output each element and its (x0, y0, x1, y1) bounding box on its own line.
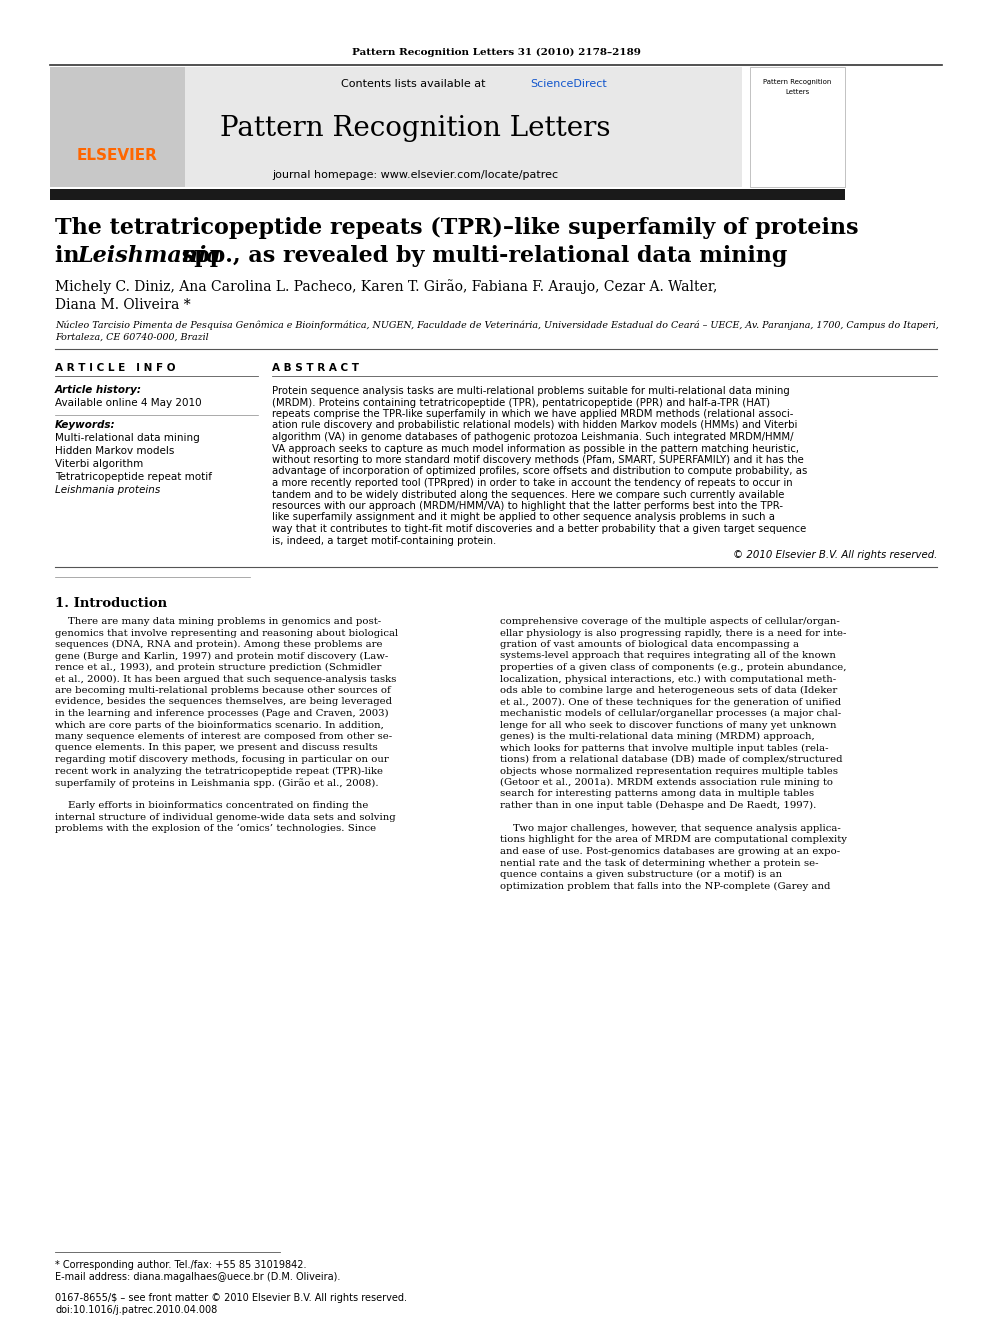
Text: genes) is the multi-relational data mining (MRDM) approach,: genes) is the multi-relational data mini… (500, 732, 814, 741)
Text: in the learning and inference processes (Page and Craven, 2003): in the learning and inference processes … (55, 709, 389, 718)
Text: Leishmania: Leishmania (78, 245, 222, 267)
Text: which looks for patterns that involve multiple input tables (rela-: which looks for patterns that involve mu… (500, 744, 828, 753)
Text: a more recently reported tool (TPRpred) in order to take in account the tendency: a more recently reported tool (TPRpred) … (272, 478, 793, 488)
FancyBboxPatch shape (50, 189, 845, 200)
Text: VA approach seeks to capture as much model information as possible in the patter: VA approach seeks to capture as much mod… (272, 443, 799, 454)
Text: ELSEVIER: ELSEVIER (76, 147, 158, 163)
Text: Diana M. Oliveira *: Diana M. Oliveira * (55, 298, 190, 312)
Text: journal homepage: www.elsevier.com/locate/patrec: journal homepage: www.elsevier.com/locat… (272, 169, 558, 180)
Text: nential rate and the task of determining whether a protein se-: nential rate and the task of determining… (500, 859, 818, 868)
Text: E-mail address: diana.magalhaes@uece.br (D.M. Oliveira).: E-mail address: diana.magalhaes@uece.br … (55, 1271, 340, 1282)
Text: A B S T R A C T: A B S T R A C T (272, 363, 359, 373)
Text: 1. Introduction: 1. Introduction (55, 597, 167, 610)
Text: tandem and to be widely distributed along the sequences. Here we compare such cu: tandem and to be widely distributed alon… (272, 490, 785, 500)
Text: tions highlight for the area of MRDM are computational complexity: tions highlight for the area of MRDM are… (500, 836, 847, 844)
Text: genomics that involve representing and reasoning about biological: genomics that involve representing and r… (55, 628, 398, 638)
Text: Contents lists available at: Contents lists available at (341, 79, 489, 89)
Text: Viterbi algorithm: Viterbi algorithm (55, 459, 143, 468)
Text: ScienceDirect: ScienceDirect (530, 79, 607, 89)
Text: Keywords:: Keywords: (55, 419, 116, 430)
Text: evidence, besides the sequences themselves, are being leveraged: evidence, besides the sequences themselv… (55, 697, 392, 706)
Text: and ease of use. Post-genomics databases are growing at an expo-: and ease of use. Post-genomics databases… (500, 847, 840, 856)
Text: Available online 4 May 2010: Available online 4 May 2010 (55, 398, 201, 407)
Text: Hidden Markov models: Hidden Markov models (55, 446, 175, 456)
Text: optimization problem that falls into the NP-complete (Garey and: optimization problem that falls into the… (500, 881, 830, 890)
Text: rather than in one input table (Dehaspe and De Raedt, 1997).: rather than in one input table (Dehaspe … (500, 800, 816, 810)
Text: ellar physiology is also progressing rapidly, there is a need for inte-: ellar physiology is also progressing rap… (500, 628, 846, 638)
Text: without resorting to more standard motif discovery methods (Pfam, SMART, SUPERFA: without resorting to more standard motif… (272, 455, 804, 464)
Text: objects whose normalized representation requires multiple tables: objects whose normalized representation … (500, 766, 838, 775)
Text: (MRDM). Proteins containing tetratricopeptide (TPR), pentatricopeptide (PPR) and: (MRDM). Proteins containing tetratricope… (272, 397, 770, 407)
Text: Article history:: Article history: (55, 385, 142, 396)
Text: is, indeed, a target motif-containing protein.: is, indeed, a target motif-containing pr… (272, 536, 496, 545)
Text: gene (Burge and Karlin, 1997) and protein motif discovery (Law-: gene (Burge and Karlin, 1997) and protei… (55, 651, 388, 660)
Text: Leishmania proteins: Leishmania proteins (55, 486, 161, 495)
Text: algorithm (VA) in genome databases of pathogenic protozoa Leishmania. Such integ: algorithm (VA) in genome databases of pa… (272, 433, 794, 442)
FancyBboxPatch shape (50, 67, 185, 187)
Text: in: in (55, 245, 87, 267)
Text: Two major challenges, however, that sequence analysis applica-: Two major challenges, however, that sequ… (500, 824, 841, 833)
Text: Pattern Recognition Letters: Pattern Recognition Letters (220, 115, 610, 142)
Text: ation rule discovery and probabilistic relational models) with hidden Markov mod: ation rule discovery and probabilistic r… (272, 421, 798, 430)
Text: quence contains a given substructure (or a motif) is an: quence contains a given substructure (or… (500, 871, 782, 878)
Text: Letters: Letters (785, 89, 809, 95)
Text: Pattern Recognition: Pattern Recognition (763, 79, 831, 85)
FancyBboxPatch shape (50, 67, 742, 187)
Text: recent work in analyzing the tetratricopeptide repeat (TPR)-like: recent work in analyzing the tetratricop… (55, 766, 383, 775)
Text: tions) from a relational database (DB) made of complex/structured: tions) from a relational database (DB) m… (500, 755, 842, 765)
Text: © 2010 Elsevier B.V. All rights reserved.: © 2010 Elsevier B.V. All rights reserved… (733, 550, 937, 560)
Text: There are many data mining problems in genomics and post-: There are many data mining problems in g… (55, 617, 381, 626)
Text: ods able to combine large and heterogeneous sets of data (Ideker: ods able to combine large and heterogene… (500, 687, 837, 695)
Text: search for interesting patterns among data in multiple tables: search for interesting patterns among da… (500, 790, 814, 799)
Text: internal structure of individual genome-wide data sets and solving: internal structure of individual genome-… (55, 812, 396, 822)
Text: repeats comprise the TPR-like superfamily in which we have applied MRDM methods : repeats comprise the TPR-like superfamil… (272, 409, 794, 419)
Text: systems-level approach that requires integrating all of the known: systems-level approach that requires int… (500, 651, 836, 660)
Text: like superfamily assignment and it might be applied to other sequence analysis p: like superfamily assignment and it might… (272, 512, 775, 523)
Text: superfamily of proteins in Leishmania spp. (Girão et al., 2008).: superfamily of proteins in Leishmania sp… (55, 778, 379, 787)
Text: (Getoor et al., 2001a). MRDM extends association rule mining to: (Getoor et al., 2001a). MRDM extends ass… (500, 778, 833, 787)
Text: gration of vast amounts of biological data encompassing a: gration of vast amounts of biological da… (500, 640, 799, 650)
Text: Protein sequence analysis tasks are multi-relational problems suitable for multi: Protein sequence analysis tasks are mult… (272, 386, 790, 396)
Text: localization, physical interactions, etc.) with computational meth-: localization, physical interactions, etc… (500, 675, 836, 684)
Text: resources with our approach (MRDM/HMM/VA) to highlight that the latter performs : resources with our approach (MRDM/HMM/VA… (272, 501, 783, 511)
Text: are becoming multi-relational problems because other sources of: are becoming multi-relational problems b… (55, 687, 391, 695)
Text: rence et al., 1993), and protein structure prediction (Schmidler: rence et al., 1993), and protein structu… (55, 663, 381, 672)
Text: comprehensive coverage of the multiple aspects of cellular/organ-: comprehensive coverage of the multiple a… (500, 617, 840, 626)
Text: The tetratricopeptide repeats (TPR)–like superfamily of proteins: The tetratricopeptide repeats (TPR)–like… (55, 217, 858, 239)
Text: * Corresponding author. Tel./fax: +55 85 31019842.: * Corresponding author. Tel./fax: +55 85… (55, 1259, 307, 1270)
Text: advantage of incorporation of optimized profiles, score offsets and distribution: advantage of incorporation of optimized … (272, 467, 807, 476)
Text: et al., 2000). It has been argued that such sequence-analysis tasks: et al., 2000). It has been argued that s… (55, 675, 397, 684)
Text: way that it contributes to tight-fit motif discoveries and a better probability : way that it contributes to tight-fit mot… (272, 524, 806, 534)
Text: Tetratricopeptide repeat motif: Tetratricopeptide repeat motif (55, 472, 212, 482)
Text: many sequence elements of interest are composed from other se-: many sequence elements of interest are c… (55, 732, 392, 741)
Text: Núcleo Tarcisio Pimenta de Pesquisa Genômica e Bioinformática, NUGEN, Faculdade : Núcleo Tarcisio Pimenta de Pesquisa Genô… (55, 320, 938, 329)
Text: properties of a given class of components (e.g., protein abundance,: properties of a given class of component… (500, 663, 846, 672)
Text: 0167-8655/$ – see front matter © 2010 Elsevier B.V. All rights reserved.: 0167-8655/$ – see front matter © 2010 El… (55, 1293, 407, 1303)
Text: et al., 2007). One of these techniques for the generation of unified: et al., 2007). One of these techniques f… (500, 697, 841, 706)
Text: spp., as revealed by multi-relational data mining: spp., as revealed by multi-relational da… (174, 245, 788, 267)
Text: Pattern Recognition Letters 31 (2010) 2178–2189: Pattern Recognition Letters 31 (2010) 21… (351, 48, 641, 57)
Text: A R T I C L E   I N F O: A R T I C L E I N F O (55, 363, 176, 373)
FancyBboxPatch shape (750, 67, 845, 187)
Text: regarding motif discovery methods, focusing in particular on our: regarding motif discovery methods, focus… (55, 755, 389, 763)
Text: sequences (DNA, RNA and protein). Among these problems are: sequences (DNA, RNA and protein). Among … (55, 640, 383, 650)
Text: doi:10.1016/j.patrec.2010.04.008: doi:10.1016/j.patrec.2010.04.008 (55, 1304, 217, 1315)
Text: Fortaleza, CE 60740-000, Brazil: Fortaleza, CE 60740-000, Brazil (55, 332, 208, 341)
Text: lenge for all who seek to discover functions of many yet unknown: lenge for all who seek to discover funct… (500, 721, 836, 729)
Text: Multi-relational data mining: Multi-relational data mining (55, 433, 199, 443)
Text: mechanistic models of cellular/organellar processes (a major chal-: mechanistic models of cellular/organella… (500, 709, 841, 718)
Text: Michely C. Diniz, Ana Carolina L. Pacheco, Karen T. Girão, Fabiana F. Araujo, Ce: Michely C. Diniz, Ana Carolina L. Pachec… (55, 279, 717, 295)
Text: problems with the explosion of the ‘omics’ technologies. Since: problems with the explosion of the ‘omic… (55, 824, 376, 833)
Text: which are core parts of the bioinformatics scenario. In addition,: which are core parts of the bioinformati… (55, 721, 384, 729)
Text: Early efforts in bioinformatics concentrated on finding the: Early efforts in bioinformatics concentr… (55, 800, 368, 810)
Text: quence elements. In this paper, we present and discuss results: quence elements. In this paper, we prese… (55, 744, 378, 753)
